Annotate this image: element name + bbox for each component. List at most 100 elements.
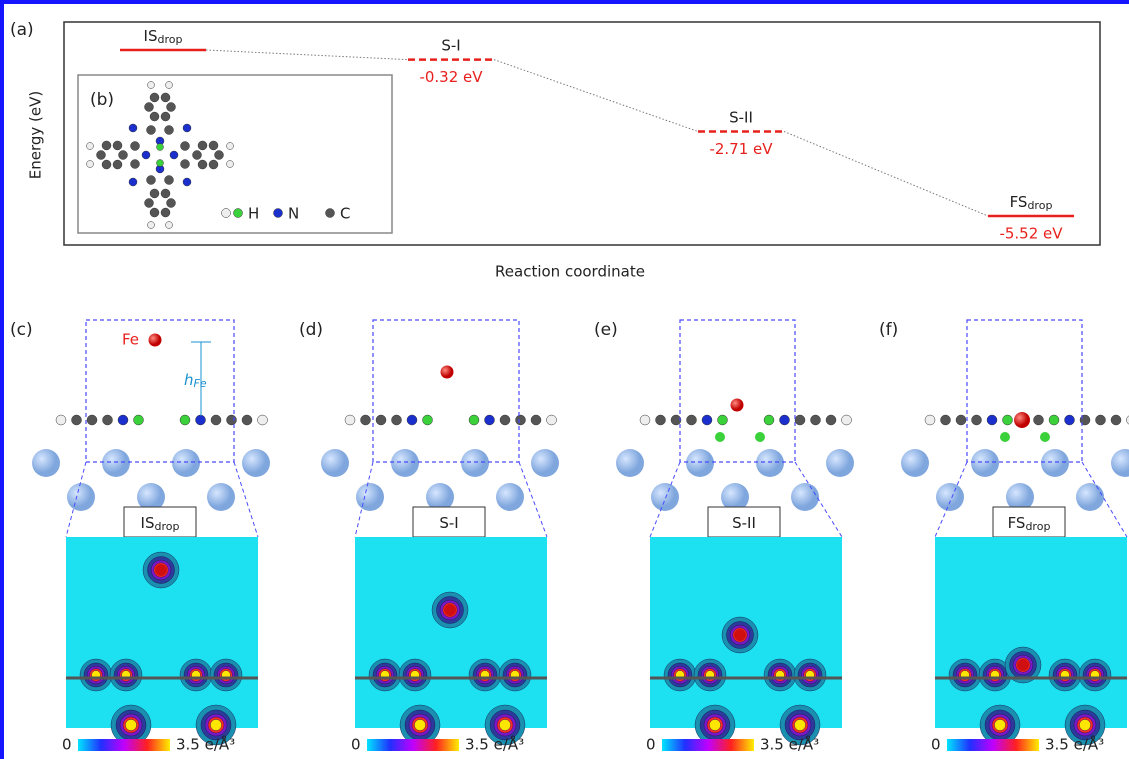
state-label-main: S-I xyxy=(439,514,458,532)
substrate-atom xyxy=(172,449,200,477)
state-name-main: S-I xyxy=(441,36,460,54)
colorbar xyxy=(367,739,459,751)
molecule-atom xyxy=(211,415,221,425)
atom xyxy=(145,103,154,112)
atom xyxy=(161,112,170,121)
molecule-atom xyxy=(811,415,821,425)
state-label: S-I xyxy=(439,514,458,532)
molecule-atom xyxy=(941,415,951,425)
state-name-sub: drop xyxy=(1027,199,1052,212)
panel-label: (a) xyxy=(10,20,34,40)
colorbar-max: 3.5 e/Å³ xyxy=(760,735,819,754)
atom xyxy=(227,161,234,168)
atom xyxy=(113,141,122,150)
colorbar-min: 0 xyxy=(62,736,72,754)
atom xyxy=(147,176,156,185)
atom xyxy=(131,160,140,169)
atom xyxy=(167,103,176,112)
substrate-atom xyxy=(1076,483,1104,511)
panel-label: (b) xyxy=(90,90,114,110)
molecule-atom xyxy=(407,415,417,425)
colorbar-max: 3.5 e/Å³ xyxy=(176,735,235,754)
state-label-sub: drop xyxy=(1025,520,1050,533)
atom xyxy=(170,151,178,159)
fe-atom xyxy=(1017,659,1029,671)
atom xyxy=(166,222,173,229)
atom xyxy=(119,151,128,160)
colorbar-min: 0 xyxy=(931,736,941,754)
substrate-atom xyxy=(391,449,419,477)
molecule-atom xyxy=(925,415,935,425)
connector xyxy=(784,131,988,215)
page: {"panel_a": {"label": "(a)", "y_axis_lab… xyxy=(0,0,1129,759)
state-label-main: S-II xyxy=(732,514,756,532)
legend-label: C xyxy=(340,205,350,223)
atom xyxy=(165,176,174,185)
fe-atom xyxy=(441,366,454,379)
state-name: S-I xyxy=(441,36,460,54)
atom xyxy=(150,112,159,121)
molecule-atom xyxy=(485,415,495,425)
atom xyxy=(181,160,190,169)
atom xyxy=(161,208,170,217)
colorbar xyxy=(662,739,754,751)
colorbar xyxy=(78,739,170,751)
colorbar-min: 0 xyxy=(646,736,656,754)
connector xyxy=(494,60,698,132)
legend-label: H xyxy=(248,205,259,223)
substrate-atom xyxy=(826,449,854,477)
cell-box xyxy=(680,320,795,462)
molecule-atom xyxy=(842,415,852,425)
molecule-atom xyxy=(1034,415,1044,425)
atom xyxy=(131,142,140,151)
molecule-atom xyxy=(1111,415,1121,425)
atom xyxy=(166,82,173,89)
substrate-atom xyxy=(901,449,929,477)
atom xyxy=(150,189,159,198)
density-contour xyxy=(994,719,1005,730)
substrate-atom xyxy=(207,483,235,511)
atom xyxy=(102,141,111,150)
density-contour xyxy=(1079,719,1090,730)
fe-atom xyxy=(155,564,167,576)
substrate-atom xyxy=(936,483,964,511)
atom xyxy=(102,160,111,169)
atom xyxy=(167,199,176,208)
atom xyxy=(113,160,122,169)
atom xyxy=(181,142,190,151)
fe-atom xyxy=(444,604,456,616)
substrate-atom xyxy=(971,449,999,477)
atom xyxy=(183,178,191,186)
state-label-main: FS xyxy=(1008,514,1026,532)
legend-dot xyxy=(274,209,283,218)
atom xyxy=(129,178,137,186)
energy-label: -5.52 eV xyxy=(999,224,1063,242)
substrate-atom xyxy=(461,449,489,477)
panel-label: (d) xyxy=(299,320,323,340)
molecule-atom xyxy=(531,415,541,425)
left-border xyxy=(0,0,4,759)
atom xyxy=(142,151,150,159)
legend-dot xyxy=(222,209,231,218)
molecule-atom xyxy=(376,415,386,425)
atom xyxy=(148,222,155,229)
molecule-atom xyxy=(227,415,237,425)
molecule-atom xyxy=(392,415,402,425)
state-name-sub: drop xyxy=(157,33,182,46)
molecule-atom xyxy=(516,415,526,425)
atom xyxy=(157,160,164,167)
substrate-atom xyxy=(616,449,644,477)
substrate-atom xyxy=(356,483,384,511)
atom xyxy=(150,93,159,102)
molecule-atom xyxy=(242,415,252,425)
atom xyxy=(227,143,234,150)
state-label-sub: drop xyxy=(154,520,179,533)
substrate-atom xyxy=(496,483,524,511)
molecule-atom xyxy=(972,415,982,425)
atom xyxy=(193,151,202,160)
atom xyxy=(87,143,94,150)
molecule-atom xyxy=(780,415,790,425)
cell-box xyxy=(967,320,1082,462)
density-map xyxy=(935,537,1127,728)
density-map xyxy=(355,537,547,728)
